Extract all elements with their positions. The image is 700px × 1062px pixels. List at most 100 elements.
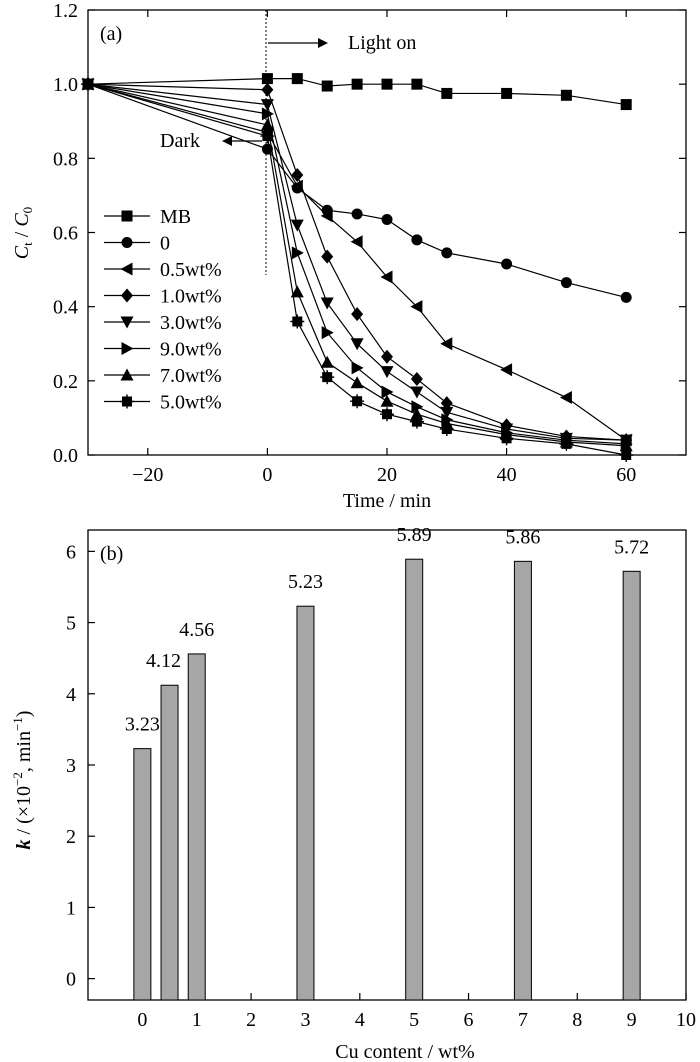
data-point-mb: [381, 78, 393, 90]
data-point-0: [560, 277, 572, 289]
panel-a-y-tick-label: 0.8: [53, 148, 78, 170]
data-point-0-5wt: [559, 391, 572, 405]
data-point-1-0wt: [351, 307, 364, 322]
data-point-7-0wt: [320, 355, 334, 368]
data-point-0: [351, 208, 363, 220]
panel-b-x-tick-label: 0: [137, 1009, 147, 1031]
panel-a-y-tick-label: 0.0: [53, 445, 78, 467]
data-point-9-0wt: [321, 326, 334, 340]
legend-item-3-0wt: 3.0wt%: [104, 312, 222, 334]
panel-b-x-tick-label: 1: [192, 1009, 202, 1031]
panel-b-rate-constant-chart: (b) 0 1 2 3 4 5 6 7 8 9 10 0 1 2 3 4 5 6 3.23 4.12 4.56 5.23…: [10, 524, 696, 1062]
data-point-5-0wt: [439, 422, 454, 437]
legend-item-5-0wt: 5.0wt%: [104, 392, 222, 414]
panel-a-series: [81, 73, 634, 462]
bar-cu-9: [622, 570, 641, 1001]
data-point-3-0wt: [260, 99, 274, 112]
data-point-mb: [261, 73, 273, 85]
data-point-5-0wt: [409, 414, 424, 429]
data-point-3-0wt: [380, 366, 394, 379]
data-point-1-0wt: [381, 349, 393, 364]
data-point-9-0wt: [381, 385, 394, 399]
legend-label: 7.0wt%: [160, 365, 222, 387]
legend-item-1-0wt: 1.0wt%: [104, 286, 222, 308]
legend-label: MB: [160, 206, 191, 228]
panel-b-x-axis-label: Cu content / wt%: [335, 1041, 474, 1062]
data-point-5-0wt: [559, 436, 574, 451]
data-point-mb: [291, 73, 303, 85]
data-point-3-0wt: [290, 219, 304, 232]
data-point-0-5wt: [500, 363, 513, 377]
data-point-mb: [441, 87, 453, 99]
data-point-mb: [501, 87, 513, 99]
bar-value-label: 4.12: [146, 650, 181, 672]
panel-a-y-tick-label: 0.2: [53, 371, 78, 393]
panel-b-x-tick-label: 2: [246, 1009, 256, 1031]
bar-value-label: 3.23: [125, 714, 160, 736]
panel-b-x-tick-label: 3: [300, 1009, 310, 1031]
legend-label: 3.0wt%: [160, 312, 222, 334]
panel-b-y-tick-label: 2: [66, 826, 76, 848]
legend-item-0: 0: [104, 233, 170, 255]
data-point-7-0wt: [260, 118, 274, 131]
bar-cu-5: [405, 558, 424, 1001]
panel-b-label: (b): [100, 543, 123, 565]
panel-a-y-tick-label: 0.4: [53, 297, 78, 319]
bar-cu-1: [187, 653, 206, 1001]
data-point-mb: [560, 89, 572, 101]
data-point-mb: [620, 99, 632, 111]
panel-a-x-tick-label: 40: [497, 464, 517, 486]
data-point-0: [441, 247, 453, 259]
panel-b-x-tick-label: 6: [464, 1009, 474, 1031]
panel-b-axes: 0 1 2 3 4 5 6 7 8 9 10 0 1 2 3 4 5 6: [66, 541, 696, 1031]
data-point-3-0wt: [320, 297, 334, 310]
data-point-9-0wt: [411, 400, 424, 414]
panel-b-y-axis-label: k / (×10−2, min−1): [10, 711, 35, 850]
panel-b-y-tick-label: 1: [66, 897, 76, 919]
data-point-0-5wt: [350, 235, 363, 249]
legend-label: 0: [160, 233, 170, 255]
bar-cu-0-5: [160, 684, 179, 1001]
legend-marker: [120, 394, 134, 409]
light-on-label: Light on: [348, 32, 416, 54]
panel-a-x-tick-label: 0: [262, 464, 272, 486]
bar-value-label: 5.72: [614, 536, 649, 558]
data-point-1-0wt: [321, 249, 334, 264]
data-point-0: [620, 291, 632, 303]
data-point-0: [501, 258, 513, 270]
data-point-3-0wt: [410, 386, 424, 399]
data-point-7-0wt: [619, 439, 633, 452]
legend-label: 9.0wt%: [160, 339, 222, 361]
panel-b-y-tick-label: 4: [66, 684, 76, 706]
legend-item-7-0wt: 7.0wt%: [104, 365, 222, 387]
data-point-1-0wt: [410, 371, 423, 386]
panel-b-x-tick-label: 5: [409, 1009, 419, 1031]
legend-marker: [121, 342, 134, 355]
data-point-0-5wt: [380, 270, 393, 284]
data-point-7-0wt: [290, 285, 304, 298]
data-point-5-0wt: [320, 370, 335, 385]
legend-item-9-0wt: 9.0wt%: [104, 339, 222, 361]
bar-cu-7: [513, 560, 532, 1001]
panel-a-x-tick-label: 60: [616, 464, 636, 486]
legend-item-mb: MB: [104, 206, 191, 228]
series-5-0wt: [81, 77, 634, 462]
panel-b-x-tick-label: 8: [572, 1009, 582, 1031]
panel-a-axes: −20 0 20 40 60 0.0 0.2 0.4 0.6 0.8 1.0 1.2: [53, 0, 686, 486]
bar-cu-0: [133, 748, 152, 1001]
legend-item-0-5wt: 0.5wt%: [104, 259, 222, 281]
panel-a-legend: MB 0 0.5wt% 1.0wt% 3.0wt% 9.0wt% 7.0wt% 5.0wt%: [104, 206, 222, 414]
legend-label: 5.0wt%: [160, 392, 222, 414]
data-point-1-0wt: [291, 168, 304, 183]
data-point-9-0wt: [291, 246, 304, 260]
data-point-mb: [411, 78, 423, 90]
data-point-9-0wt: [351, 361, 364, 375]
legend-label: 0.5wt%: [160, 259, 222, 281]
bar-value-label: 4.56: [179, 619, 214, 641]
data-point-1-0wt: [440, 396, 453, 411]
panel-b-y-tick-label: 3: [66, 755, 76, 777]
legend-marker: [120, 262, 133, 276]
data-point-5-0wt: [350, 394, 365, 409]
data-point-5-0wt: [290, 314, 305, 329]
